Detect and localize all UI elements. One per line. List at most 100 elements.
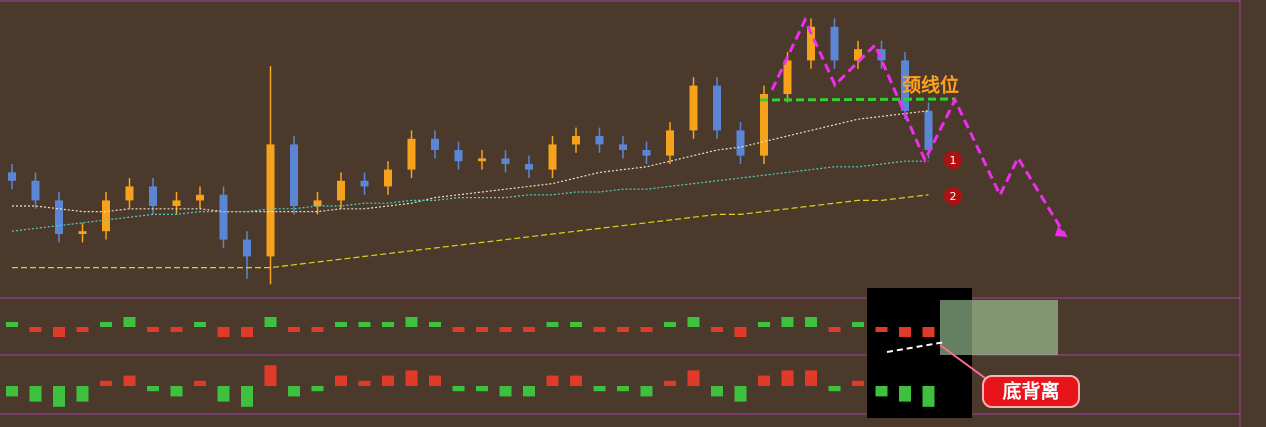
histogram-bar [194,322,206,327]
histogram-bar [476,386,488,392]
histogram-bar [828,386,841,392]
candle-body [478,158,486,162]
histogram-bar [123,375,136,386]
histogram-bar [100,322,112,327]
histogram-bar [570,322,582,327]
marker-label: 1 [950,154,957,167]
histogram-bar [852,380,864,386]
candle-body [313,200,322,206]
moving-average [12,110,929,213]
histogram-bar [781,370,794,386]
histogram-bar [6,322,18,327]
histogram-bar [687,317,700,327]
candle-body [125,186,134,201]
histogram-bar [429,322,441,327]
histogram-bar [664,380,676,386]
histogram-bar [476,327,488,332]
histogram-bar [711,327,723,332]
histogram-bar [76,327,89,332]
histogram-bar [358,322,371,327]
candle-body [783,60,792,94]
candle-body [243,239,251,257]
histogram-bar [570,375,582,386]
histogram-bar [523,327,535,332]
marker [944,187,962,205]
histogram-bar [288,327,300,332]
candle-body [666,130,674,156]
histogram-bar [217,327,230,337]
candle-body [713,85,721,131]
histogram-bar [546,322,559,327]
candle-body [854,49,862,61]
histogram-bar [640,327,653,332]
candle-body [830,26,839,61]
histogram-bar [452,386,465,392]
histogram-bar [664,322,676,327]
histogram-bar [405,317,418,327]
histogram-bar [922,327,935,337]
neckline [759,97,956,102]
histogram-bar [546,375,559,386]
histogram-bar [805,317,817,327]
candle-body [266,144,275,257]
histogram-bar [405,370,418,386]
histogram-bar [123,317,136,327]
arrow-head [1055,226,1068,237]
histogram-bar [264,365,277,386]
neckline-label: 颈线位 [902,74,959,97]
histogram-bar [194,380,206,386]
histogram-bar [617,327,629,332]
marker [944,151,962,169]
histogram-bar [758,322,770,327]
candle-body [454,150,463,162]
candle-body [595,136,604,145]
histogram-bar [617,386,629,392]
moving-average [11,160,929,232]
histogram-bar [311,386,324,392]
histogram-bar [899,327,911,337]
candle-body [360,180,369,187]
histogram-bar [593,386,606,392]
candle-body [102,200,110,232]
histogram-bar [499,386,512,397]
divergence-label: 底背离 [1002,380,1059,403]
histogram-bar [499,327,512,332]
candle-body [619,144,627,150]
candle-body [219,194,228,240]
histogram-bar [241,386,253,407]
histogram-bar [452,327,465,332]
candle-body [31,180,40,201]
candle-body [807,26,815,61]
histogram-bar [53,386,65,407]
candle-body [572,136,580,145]
histogram-bar [805,370,817,386]
histogram-bar [875,386,888,397]
pattern-path [770,16,1067,236]
candle-body [172,200,181,206]
histogram-bar [358,380,371,386]
candle-body [736,130,745,156]
histogram-bar [264,317,277,327]
candle-body [431,138,439,150]
candle-body [149,186,157,206]
histogram-bar [100,380,112,386]
moving-average [12,194,929,269]
histogram-bar [899,386,911,402]
pointer [939,344,986,379]
histogram-bar [828,327,841,332]
candle-body [689,85,698,131]
histogram-bar [170,386,183,397]
histogram-bar [640,386,653,397]
candle-body [196,194,204,201]
histogram-bar [734,327,747,337]
histogram-bar [170,327,183,332]
histogram-bar [53,327,65,337]
candle-body [924,110,933,150]
histogram-bar [335,375,347,386]
histogram-bar [382,322,394,327]
histogram-bar [6,386,18,397]
candle-body [642,150,651,156]
histogram-bar [29,386,42,402]
